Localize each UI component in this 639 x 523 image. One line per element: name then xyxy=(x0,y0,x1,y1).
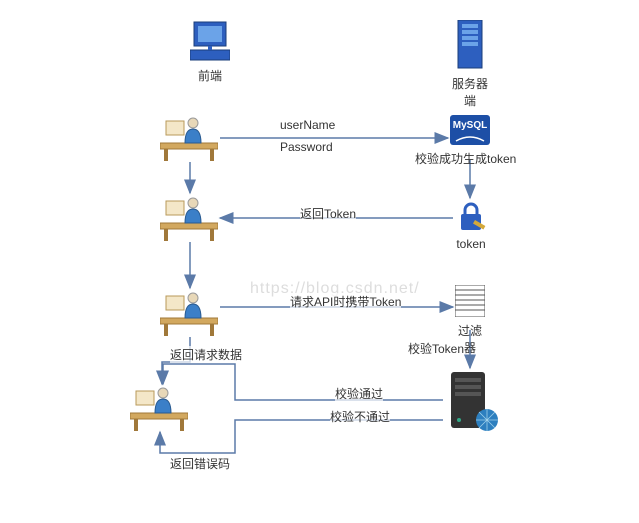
user-desk-icon xyxy=(160,115,218,161)
filter-icon xyxy=(455,285,485,317)
mysql-icon: MySQL xyxy=(450,115,490,145)
edge-label-request-api: 请求API时携带Token xyxy=(290,293,401,310)
lock-icon xyxy=(455,200,487,232)
user-desk-icon xyxy=(160,290,218,336)
frontend-node: 前端 xyxy=(190,20,230,84)
server-tower-icon xyxy=(445,370,500,432)
user3-node xyxy=(160,290,218,339)
edge-label-pass: 校验通过 xyxy=(335,385,383,402)
server-node: 服务器端 xyxy=(450,20,490,109)
svg-text:MySQL: MySQL xyxy=(453,120,487,131)
diagram-arrows xyxy=(0,0,639,523)
edge-e4_pass xyxy=(163,364,443,400)
user4-node xyxy=(130,385,188,434)
edge-label-return-token: 返回Token xyxy=(300,205,356,222)
frontend-label: 前端 xyxy=(190,67,230,84)
user-desk-icon xyxy=(160,195,218,241)
edge-e5_fail xyxy=(160,420,443,453)
edge-label-username: userName xyxy=(280,118,335,132)
server-tower-node xyxy=(445,370,495,435)
mysql-node: MySQL 校验成功生成token xyxy=(450,115,490,167)
edge-label-password: Password xyxy=(280,140,333,154)
server-icon xyxy=(450,20,490,70)
user1-node xyxy=(160,115,218,164)
server-label: 服务器端 xyxy=(450,75,490,109)
user2-node xyxy=(160,195,218,244)
user-desk-icon xyxy=(130,385,188,431)
lock-label: token xyxy=(455,237,487,251)
lock-node: token xyxy=(455,200,487,251)
edge-label-return-data: 返回请求数据 xyxy=(170,346,242,363)
edge-label-error-code: 返回错误码 xyxy=(170,455,230,472)
edge-label-not-pass: 校验不通过 xyxy=(330,408,390,425)
mysql-label: 校验成功生成token xyxy=(415,150,490,167)
edge-label-check-token: 校验Token xyxy=(408,340,464,357)
computer-icon xyxy=(190,20,230,62)
